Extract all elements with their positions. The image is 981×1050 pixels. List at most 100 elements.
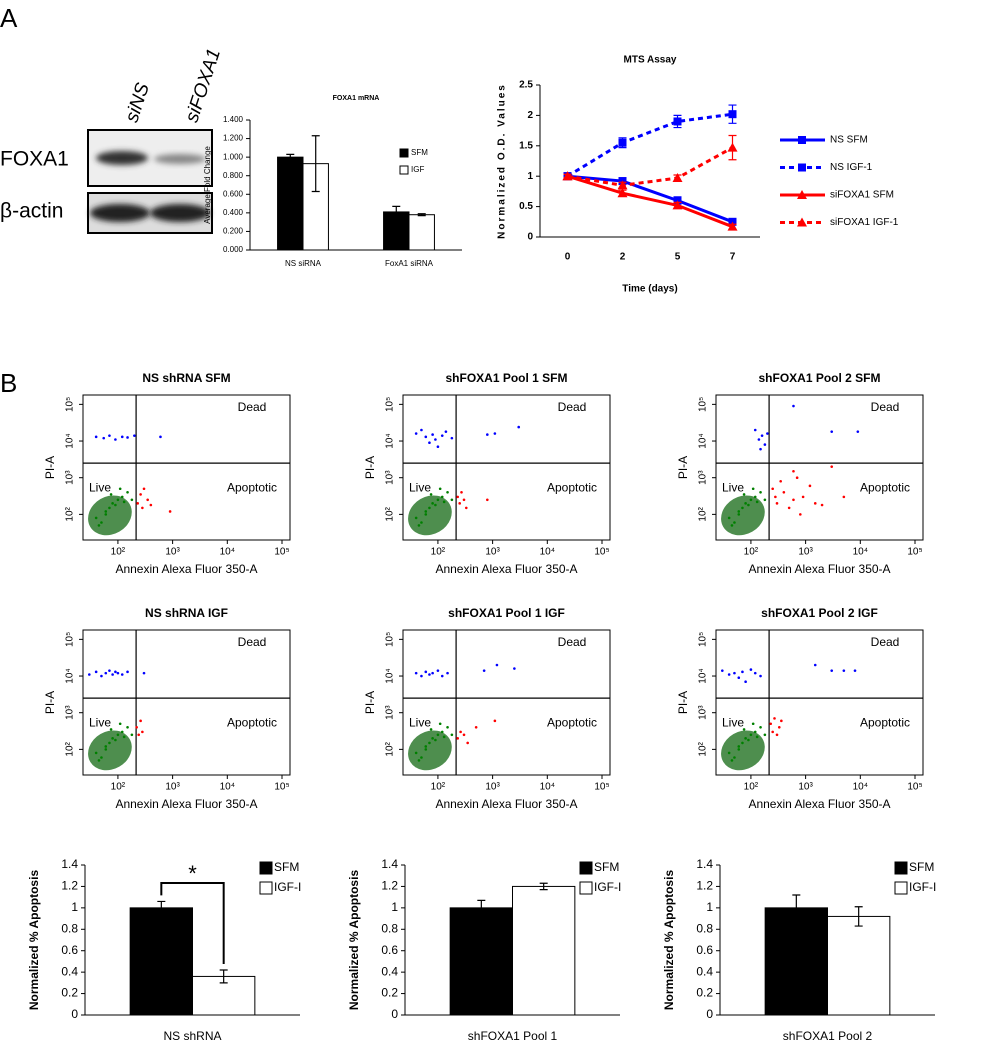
- x-tick-label: 10⁴: [220, 547, 235, 558]
- marker: [673, 117, 682, 126]
- bar: [512, 885, 576, 1016]
- event-dot: [458, 502, 461, 505]
- event-dot: [759, 674, 762, 678]
- event-dot: [431, 737, 434, 740]
- event-dot: [141, 506, 144, 510]
- event-dot: [114, 438, 117, 441]
- event-dot: [108, 741, 111, 745]
- x-tick-label: FoxA1 siRNA: [385, 259, 434, 268]
- event-dot: [431, 502, 434, 505]
- live-population-cloud: [88, 495, 132, 536]
- event-dot: [742, 728, 746, 731]
- event-dot: [759, 447, 762, 451]
- event-dot: [466, 741, 469, 745]
- y-tick-label: 0: [706, 1007, 713, 1021]
- event-dot: [436, 445, 440, 449]
- y-tick-label: 0.6: [381, 943, 398, 957]
- x-tick-label: 0: [565, 252, 571, 263]
- panel-label: B: [0, 368, 17, 398]
- event-dot: [159, 435, 162, 439]
- plot-frame: [82, 394, 291, 541]
- y-tick-label: 1.000: [223, 152, 244, 161]
- event-dot: [744, 737, 747, 740]
- y-axis-label: Normalized % Apoptosis: [27, 870, 41, 1011]
- event-dot: [741, 506, 744, 510]
- event-dot: [114, 670, 117, 674]
- x-tick-label: 10²: [111, 782, 126, 793]
- event-dot: [737, 513, 741, 516]
- y-tick-label: 0.800: [223, 171, 244, 180]
- quadrant-label: Dead: [238, 400, 267, 414]
- x-tick-label: 10²: [431, 547, 446, 558]
- event-dot: [751, 722, 755, 726]
- quadrant-label: Apoptotic: [547, 715, 597, 729]
- event-dot: [100, 521, 103, 524]
- live-population-cloud: [408, 730, 452, 771]
- chart-title: shFOXA1 Pool 2 IGF: [761, 606, 878, 620]
- legend-label: SFM: [274, 860, 299, 874]
- x-tick-label: 10⁵: [907, 782, 922, 793]
- quadrant-label: Live: [409, 480, 431, 494]
- error-bar: [477, 899, 486, 916]
- y-tick-label: 0.400: [223, 208, 244, 217]
- event-dot: [792, 498, 795, 502]
- event-dot: [424, 513, 428, 516]
- y-tick-label: 1.4: [61, 857, 78, 871]
- event-dot: [116, 733, 120, 737]
- y-tick-label: 0.000: [223, 245, 244, 254]
- panel-label: A: [0, 3, 18, 33]
- event-dot: [780, 719, 783, 723]
- event-dot: [424, 745, 428, 748]
- legend-label: IGF-I: [274, 880, 301, 894]
- y-tick-label: 10³: [698, 470, 709, 485]
- y-tick-label: 0.4: [381, 964, 398, 978]
- event-dot: [777, 725, 781, 729]
- legend-label: IGF: [411, 165, 424, 174]
- event-dot: [109, 493, 113, 496]
- event-dot: [753, 495, 757, 499]
- chart-title: shFOXA1 Pool 1 SFM: [445, 371, 567, 385]
- y-tick-label: 10⁴: [385, 433, 396, 448]
- x-tick-label: 10⁵: [274, 782, 289, 793]
- quadrant-label: Live: [722, 715, 744, 729]
- y-tick-label: 1.5: [519, 140, 533, 151]
- event-dot: [442, 500, 446, 504]
- x-axis-label: Annexin Alexa Fluor 350-A: [115, 562, 257, 576]
- event-dot: [420, 756, 423, 759]
- y-axis-label: PI-A: [43, 691, 57, 714]
- marker: [617, 188, 628, 198]
- legend-marker: [798, 163, 806, 172]
- y-tick-label: 0.200: [223, 227, 244, 236]
- event-dot: [97, 759, 101, 762]
- event-dot: [486, 498, 489, 502]
- event-dot: [759, 490, 762, 494]
- marker: [618, 138, 627, 147]
- y-tick-label: 10⁵: [65, 397, 76, 412]
- event-dot: [118, 722, 122, 726]
- y-tick-label: 10²: [385, 741, 396, 756]
- x-tick-label: 10²: [744, 547, 759, 558]
- x-tick-label: shFOXA1 Pool 1: [468, 1029, 558, 1043]
- y-tick-label: 1: [391, 900, 398, 914]
- event-dot: [142, 487, 146, 491]
- live-population-cloud: [88, 730, 132, 771]
- event-dot: [830, 430, 834, 433]
- y-tick-label: 0.4: [696, 964, 713, 978]
- chart-title: FOXA1 mRNA: [333, 95, 380, 102]
- y-tick-label: 10³: [65, 470, 76, 485]
- event-dot: [436, 733, 440, 737]
- significance-bracket: [160, 882, 225, 964]
- error-bar: [392, 205, 401, 219]
- quadrant-label: Live: [409, 715, 431, 729]
- x-tick-label: 10⁵: [594, 782, 609, 793]
- quadrant-label: Live: [722, 480, 744, 494]
- x-tick-label: NS shRNA: [163, 1029, 221, 1043]
- event-dot: [94, 516, 98, 520]
- legend-marker: [797, 217, 807, 227]
- lane-label: siFOXA1: [182, 46, 225, 125]
- y-tick-label: 10³: [385, 470, 396, 485]
- legend-marker: [798, 136, 806, 144]
- event-dot: [116, 671, 120, 675]
- event-dot: [830, 465, 834, 468]
